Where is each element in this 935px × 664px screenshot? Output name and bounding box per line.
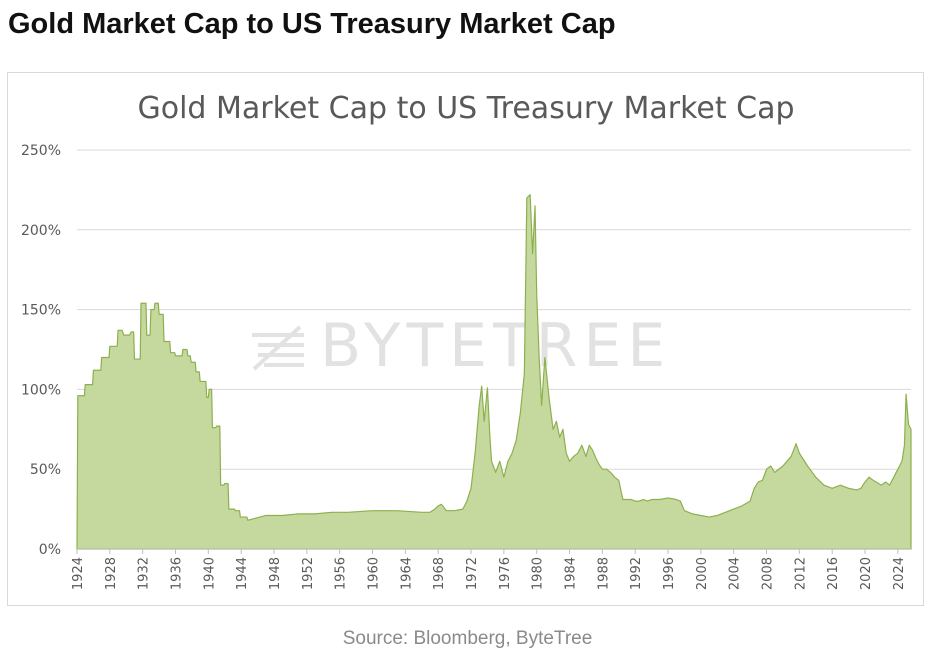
series-area: [76, 194, 912, 550]
x-tick-label: 1996: [662, 557, 677, 590]
y-tick-label: 200%: [21, 223, 61, 239]
x-tick-label: 1976: [498, 557, 513, 590]
x-tick-label: 2004: [728, 557, 743, 590]
x-tick-label: 1948: [268, 557, 283, 590]
y-tick-label: 50%: [30, 462, 61, 478]
x-tick-label: 1980: [531, 557, 546, 590]
chart-title: Gold Market Cap to US Treasury Market Ca…: [137, 91, 794, 126]
y-axis-ticks: 0% 50% 100% 150% 200% 250%: [21, 143, 61, 558]
x-axis-ticks: 1924 1928 1932 1936 1940 1944 1948 1952 1956 1960…: [71, 549, 907, 590]
x-tick-label: 1988: [596, 557, 611, 590]
x-tick-label: 1984: [564, 557, 579, 590]
y-tick-label: 0%: [39, 542, 61, 558]
x-tick-label: 1960: [367, 557, 382, 590]
bytetree-logo-icon: [252, 325, 304, 371]
x-tick-label: 2016: [826, 557, 841, 590]
x-tick-label: 2000: [695, 557, 710, 590]
x-tick-label: 1952: [301, 557, 316, 590]
area-layer: [76, 194, 912, 550]
x-tick-label: 2008: [761, 557, 776, 590]
x-tick-label: 2012: [793, 557, 808, 590]
page-title: Gold Market Cap to US Treasury Market Ca…: [8, 8, 616, 40]
watermark: BYTETREE: [252, 311, 671, 381]
source-note: Source: Bloomberg, ByteTree: [342, 628, 593, 649]
x-tick-label: 1936: [170, 557, 185, 590]
x-tick-label: 1944: [235, 557, 250, 590]
chart-svg: Gold Market Cap to US Treasury Market Ca…: [21, 91, 912, 590]
y-tick-label: 100%: [21, 382, 61, 398]
x-tick-label: 1940: [202, 557, 217, 590]
x-tick-label: 1932: [137, 557, 152, 590]
x-tick-label: 2020: [859, 557, 874, 590]
watermark-text: BYTETREE: [320, 311, 671, 381]
x-tick-label: 2024: [892, 557, 907, 590]
chart-frame: Gold Market Cap to US Treasury Market Ca…: [7, 72, 924, 606]
x-tick-label: 1972: [465, 557, 480, 590]
y-tick-label: 150%: [21, 303, 61, 319]
x-tick-label: 1956: [334, 557, 349, 590]
x-tick-label: 1928: [104, 557, 119, 590]
x-tick-label: 1992: [629, 557, 644, 590]
y-tick-label: 250%: [21, 143, 61, 159]
x-tick-label: 1924: [71, 557, 86, 590]
x-tick-label: 1968: [432, 557, 447, 590]
x-tick-label: 1964: [399, 557, 414, 590]
